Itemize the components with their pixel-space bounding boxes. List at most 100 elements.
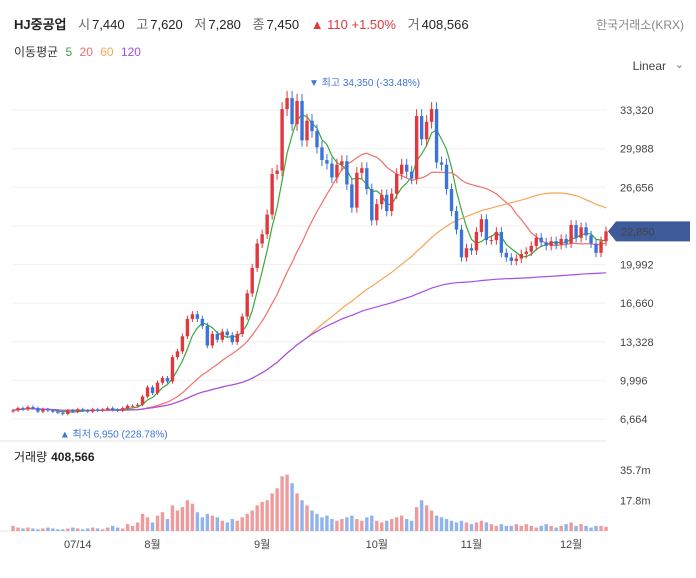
volume-panel-value: 408,566 [51, 450, 95, 464]
candle [235, 333, 239, 343]
x-tick-label: 11월 [461, 538, 483, 551]
volume-bar [345, 517, 349, 531]
ma-60[interactable]: 60 [100, 45, 114, 59]
price-tick-label: 16,660 [620, 298, 654, 310]
volume-bar [519, 525, 523, 531]
volume-bar [409, 520, 414, 531]
scale-selector[interactable]: Linear [632, 59, 666, 73]
candle [544, 242, 548, 246]
volume-bar [225, 522, 229, 531]
price-tick-label: 13,328 [620, 337, 654, 349]
candle [564, 238, 568, 244]
candle [230, 335, 234, 343]
volume-bar [310, 510, 314, 531]
candle [130, 405, 135, 407]
candle [365, 168, 369, 190]
candle [71, 410, 75, 412]
candle [300, 100, 304, 141]
candle [86, 410, 90, 412]
ma-5[interactable]: 5 [65, 45, 73, 59]
volume-bar [295, 493, 299, 531]
volume-bar [340, 519, 344, 531]
volume-bar [81, 529, 85, 531]
ma-120[interactable]: 120 [120, 45, 141, 59]
volume-bar [365, 517, 369, 531]
candle [105, 408, 110, 410]
candle [225, 331, 229, 336]
candle [265, 214, 269, 235]
high-label: 고 [136, 17, 149, 32]
volume-bar [180, 507, 185, 531]
volume-bar [26, 527, 30, 531]
candle [245, 293, 249, 317]
volume-bar [150, 522, 155, 531]
volume-bar [444, 519, 449, 531]
candle [449, 189, 454, 212]
candle [469, 248, 474, 251]
candle [554, 241, 558, 245]
candle [205, 325, 210, 346]
candle [46, 409, 50, 411]
candle [414, 116, 419, 179]
volume-bar [76, 528, 80, 531]
volume-bar [599, 525, 603, 531]
volume-bar [399, 515, 404, 531]
candle [380, 194, 384, 205]
candle [604, 231, 608, 242]
candle [579, 227, 583, 238]
volume-bar [260, 501, 264, 531]
candle [91, 409, 95, 412]
ma-120-line [12, 272, 607, 412]
candle [439, 162, 444, 165]
candle [125, 405, 130, 409]
volume-value: 408,566 [421, 17, 469, 32]
volume-bar [529, 525, 533, 531]
volume-bar [300, 500, 304, 531]
candle [290, 98, 294, 125]
candle [474, 231, 479, 251]
price-tick-label: 29,988 [620, 144, 654, 156]
candle [454, 211, 459, 230]
open-value: 7,440 [92, 17, 125, 32]
candle [170, 357, 175, 382]
candle [285, 98, 289, 110]
candle [534, 237, 538, 246]
volume-bar [285, 474, 289, 531]
volume-bar [275, 488, 279, 531]
volume-bar [41, 528, 45, 531]
candle [180, 336, 185, 352]
candle [549, 241, 553, 246]
ma-5-line [12, 113, 607, 413]
volume-bar [325, 515, 329, 531]
candle [51, 410, 55, 412]
volume-bar [91, 527, 95, 531]
candle [41, 409, 45, 412]
candle [355, 172, 359, 208]
candle [310, 120, 314, 132]
candle [215, 333, 220, 340]
candle [584, 227, 588, 236]
volume-bar [524, 524, 528, 531]
volume-bar [96, 528, 100, 531]
candle [200, 318, 205, 326]
volume-bar [61, 529, 65, 531]
ma-20[interactable]: 20 [79, 45, 93, 59]
current-price-label: 22,850 [621, 226, 655, 238]
volume-bar [175, 510, 180, 531]
candle [390, 193, 394, 212]
volume-bar [544, 524, 548, 531]
candle [325, 160, 329, 164]
volume-bar [280, 476, 284, 531]
volume-bar [484, 522, 489, 531]
candle [115, 409, 120, 411]
volume-bar [459, 520, 464, 531]
volume-bar [130, 525, 135, 531]
volume-bar [454, 522, 459, 531]
volume-bar [56, 529, 60, 531]
candle [404, 164, 409, 172]
chevron-down-icon[interactable]: ⌄ [674, 59, 684, 71]
volume-bar [375, 520, 379, 531]
volume-bar [145, 517, 150, 531]
volume-bar [210, 515, 215, 531]
